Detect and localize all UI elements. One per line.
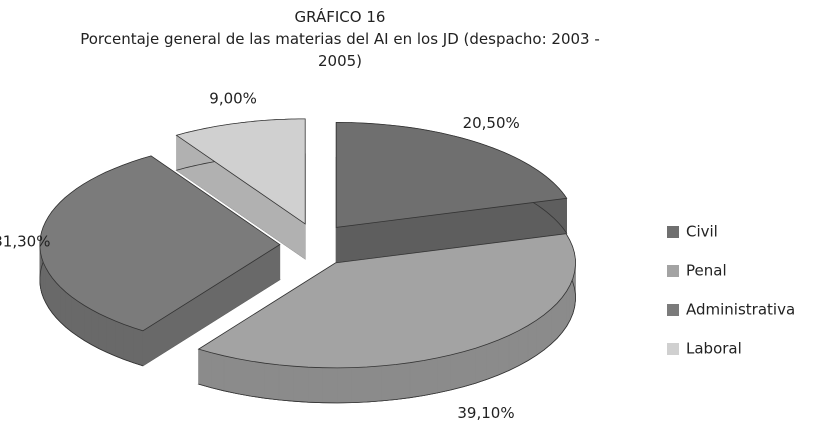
slice-side [486, 339, 499, 380]
slice-side [395, 362, 411, 400]
slice-side [450, 351, 464, 391]
slice-side [423, 357, 438, 396]
slice-side [250, 360, 266, 399]
slice-side [351, 366, 368, 403]
legend-swatch [667, 304, 679, 316]
slice-side [278, 364, 294, 402]
slice-side [264, 362, 280, 401]
slice-side [437, 354, 451, 394]
slice-side [366, 365, 382, 403]
legend-label: Penal [686, 262, 727, 280]
slice-side [223, 355, 238, 394]
slice-side [84, 304, 92, 346]
slice-side [43, 262, 47, 304]
slice-side [106, 316, 116, 357]
slice-side [307, 366, 324, 404]
slice-side [322, 367, 338, 404]
slice-side [123, 324, 134, 364]
legend-swatch [667, 265, 679, 277]
data-label: 9,00% [209, 90, 257, 108]
slice-side [566, 283, 571, 328]
titles: GRÁFICO 16 Porcentaje general de las mat… [60, 6, 620, 72]
slice-side [498, 335, 510, 376]
slice-side [71, 296, 79, 337]
slice-side [508, 330, 520, 371]
slice-side [381, 364, 397, 402]
legend-label: Administrativa [686, 301, 795, 319]
slice-side [51, 277, 57, 319]
slice [175, 118, 306, 225]
slice-side [462, 347, 476, 388]
slice-side [293, 365, 309, 403]
slice-side [55, 282, 62, 324]
slice-side [60, 286, 67, 328]
legend-swatch [667, 343, 679, 355]
slice-side [77, 300, 85, 342]
slice-side [48, 272, 53, 314]
slice-side [91, 309, 100, 350]
legend-label: Civil [686, 223, 718, 241]
legend-label: Laboral [686, 340, 742, 358]
slice-side [337, 367, 353, 404]
slice-side [45, 266, 50, 310]
data-label: 39,10% [457, 404, 514, 422]
slice-side [65, 291, 72, 333]
slice [39, 155, 281, 332]
slice-side [543, 308, 552, 351]
slice-side [550, 302, 558, 345]
slice-side [527, 319, 537, 362]
slice-side [115, 320, 125, 360]
slice-edge [198, 268, 576, 404]
slice-side [561, 290, 568, 334]
slice-side [210, 352, 225, 392]
slice-side [536, 314, 545, 356]
chart-subtitle: Porcentaje general de las materias del A… [80, 30, 600, 70]
data-label: 20,50% [463, 114, 520, 132]
slice-side [236, 358, 252, 397]
slice [335, 121, 568, 228]
slice-side [98, 313, 108, 353]
chart-title: GRÁFICO 16 [294, 8, 386, 26]
data-label: 31,30% [0, 232, 50, 250]
slice-side [475, 343, 488, 384]
slice [197, 233, 576, 369]
slice-side [133, 327, 144, 367]
legend-swatch [667, 226, 679, 238]
slice-side [556, 296, 563, 340]
slice-side [518, 325, 529, 367]
slice-side [409, 360, 425, 399]
slice-side [198, 348, 212, 388]
